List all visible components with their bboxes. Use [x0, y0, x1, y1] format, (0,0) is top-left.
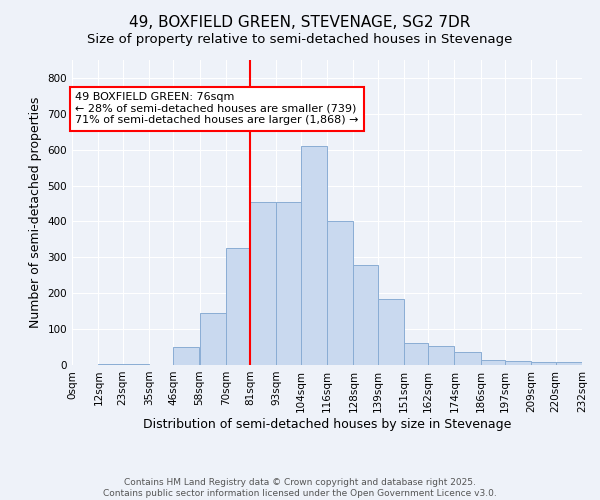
Bar [277, 202, 301, 365]
Bar [455, 352, 481, 365]
Bar [98, 364, 122, 365]
X-axis label: Distribution of semi-detached houses by size in Stevenage: Distribution of semi-detached houses by … [143, 418, 511, 430]
Text: 49 BOXFIELD GREEN: 76sqm
← 28% of semi-detached houses are smaller (739)
71% of : 49 BOXFIELD GREEN: 76sqm ← 28% of semi-d… [75, 92, 359, 126]
Y-axis label: Number of semi-detached properties: Number of semi-detached properties [29, 97, 42, 328]
Text: 49, BOXFIELD GREEN, STEVENAGE, SG2 7DR: 49, BOXFIELD GREEN, STEVENAGE, SG2 7DR [130, 15, 470, 30]
Text: Contains HM Land Registry data © Crown copyright and database right 2025.
Contai: Contains HM Land Registry data © Crown c… [103, 478, 497, 498]
Bar [173, 347, 199, 365]
Bar [428, 346, 455, 365]
Bar [481, 360, 505, 365]
Bar [505, 362, 532, 365]
Bar [250, 202, 277, 365]
Bar [404, 344, 428, 365]
Bar [199, 313, 226, 365]
Text: Size of property relative to semi-detached houses in Stevenage: Size of property relative to semi-detach… [88, 32, 512, 46]
Bar [556, 362, 582, 365]
Bar [301, 146, 327, 365]
Bar [226, 248, 250, 365]
Bar [122, 364, 149, 365]
Bar [327, 222, 353, 365]
Bar [532, 362, 556, 365]
Bar [377, 298, 404, 365]
Bar [353, 264, 377, 365]
